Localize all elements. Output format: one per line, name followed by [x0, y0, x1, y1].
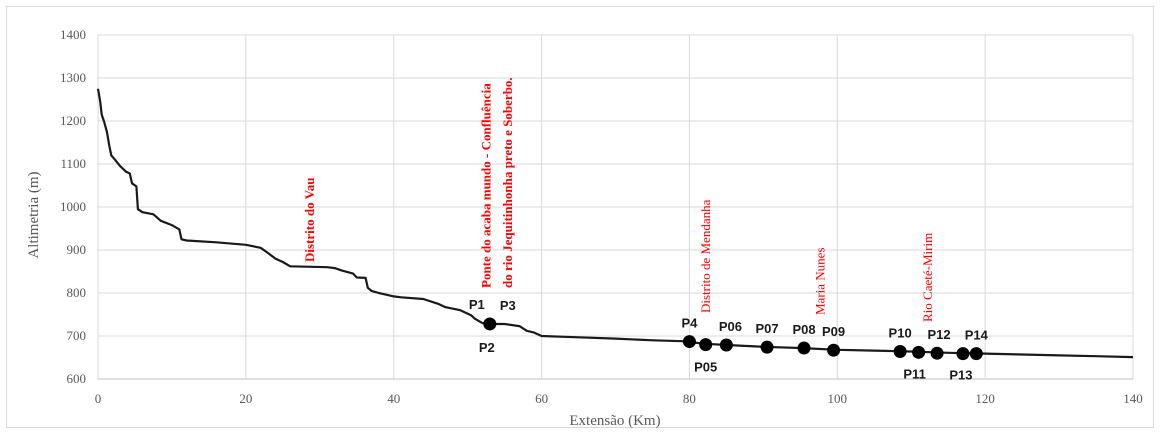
point-label: P13	[949, 368, 972, 383]
point-label: P10	[889, 325, 912, 340]
annotation-label: Distrito do Vau	[302, 177, 317, 262]
y-tick-label: 1200	[60, 113, 86, 128]
point-label: P1	[469, 297, 485, 312]
y-tick-label: 700	[67, 328, 87, 343]
annotation-label: do rio Jequitinhonha preto e Soberbo.	[500, 77, 515, 288]
y-tick-label: 900	[67, 242, 87, 257]
point-label: P2	[479, 340, 495, 355]
point-label: P09	[822, 324, 845, 339]
y-tick-label: 600	[67, 371, 87, 386]
annotation-label: Distrito de Mendanha	[698, 199, 713, 313]
point-label: P12	[928, 327, 951, 342]
elevation-profile-line	[96, 88, 1134, 359]
x-tick-label: 120	[975, 391, 995, 406]
y-tick-label: 1400	[60, 27, 86, 42]
annotation-label: Rio Caeté-Mirim	[920, 233, 935, 322]
point-label-layer: P1 P2 P3 P4 P05 P06 P07 P08 P09 P10 P11 P12 P13 P14	[469, 297, 989, 383]
x-tick-label: 100	[828, 391, 848, 406]
annotation-label: Ponte do acaba mundo - Confluência	[479, 83, 494, 288]
sample-point-marker	[930, 346, 944, 360]
tick-labels: 600 700 800 900 1000 1100 1200 1300 1400 0 20 40 60 8…	[60, 27, 1143, 406]
point-label: P3	[500, 298, 516, 313]
x-tick-label: 0	[95, 391, 102, 406]
y-tick-label: 1100	[60, 156, 86, 171]
x-tick-label: 140	[1123, 391, 1143, 406]
point-label: P11	[903, 366, 925, 381]
y-axis-title: Altimetria (m)	[26, 171, 42, 258]
x-tick-label: 80	[683, 391, 696, 406]
annotation-layer: Distrito do Vau Ponte do acaba mundo - Co…	[302, 77, 935, 322]
x-axis-title: Extensão (Km)	[569, 413, 660, 429]
point-layer	[483, 317, 983, 361]
sample-point-marker	[797, 341, 811, 355]
sample-point-marker	[483, 317, 497, 331]
sample-point-marker	[956, 347, 970, 361]
point-label: P08	[792, 322, 815, 337]
sample-point-marker	[760, 340, 774, 354]
x-tick-label: 60	[535, 391, 548, 406]
x-tick-label: 20	[239, 391, 252, 406]
y-tick-label: 800	[67, 285, 87, 300]
annotation-label: Maria Nunes	[813, 247, 828, 315]
sample-point-marker	[893, 344, 907, 358]
sample-point-marker	[719, 338, 733, 352]
point-label: P06	[719, 319, 742, 334]
point-label: P4	[681, 316, 698, 331]
sample-point-marker	[969, 347, 983, 361]
sample-point-marker	[912, 345, 926, 359]
x-tick-label: 40	[387, 391, 400, 406]
sample-point-marker	[682, 335, 696, 349]
point-label: P14	[965, 328, 989, 343]
point-label: P05	[694, 360, 717, 375]
y-tick-label: 1300	[60, 70, 86, 85]
y-tick-label: 1000	[60, 199, 86, 214]
sample-point-marker	[699, 338, 713, 352]
line-layer	[96, 88, 1134, 359]
sample-point-marker	[827, 343, 841, 357]
point-label: P07	[755, 321, 778, 336]
